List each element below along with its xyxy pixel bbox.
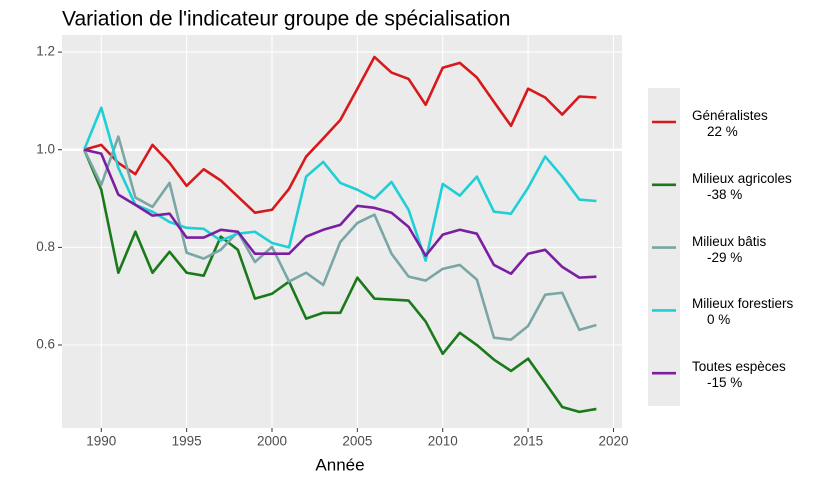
series-line <box>82 106 597 262</box>
legend-label: Généralistes 22 % <box>692 108 768 139</box>
series-line <box>83 135 597 341</box>
x-axis-label: Année <box>315 455 364 474</box>
chart-title: Variation de l'indicateur groupe de spéc… <box>62 8 510 31</box>
y-tick-label: 1.2 <box>36 44 55 59</box>
y-tick-label: 0.8 <box>36 239 55 254</box>
series-line <box>83 148 597 279</box>
x-tick-label: 2010 <box>428 434 458 449</box>
x-tick-label: 1995 <box>172 434 202 449</box>
x-tick-label: 2015 <box>513 434 543 449</box>
legend-label: Milieux forestiers 0 % <box>692 296 794 328</box>
series-line <box>83 55 597 215</box>
y-tick-label: 0.6 <box>36 337 55 352</box>
x-tick-label: 2000 <box>257 434 287 449</box>
x-tick-label: 1990 <box>86 434 116 449</box>
legend-label: Milieux agricoles -38 % <box>692 170 792 202</box>
series-line <box>82 149 597 414</box>
legend-label: Milieux bâtis -29 % <box>692 233 767 265</box>
x-tick-label: 2005 <box>342 434 372 449</box>
panel <box>62 35 622 428</box>
legend-label: Toutes espèces -15 % <box>692 359 786 391</box>
y-tick-label: 1.0 <box>36 141 55 156</box>
x-tick-label: 2020 <box>598 434 628 449</box>
